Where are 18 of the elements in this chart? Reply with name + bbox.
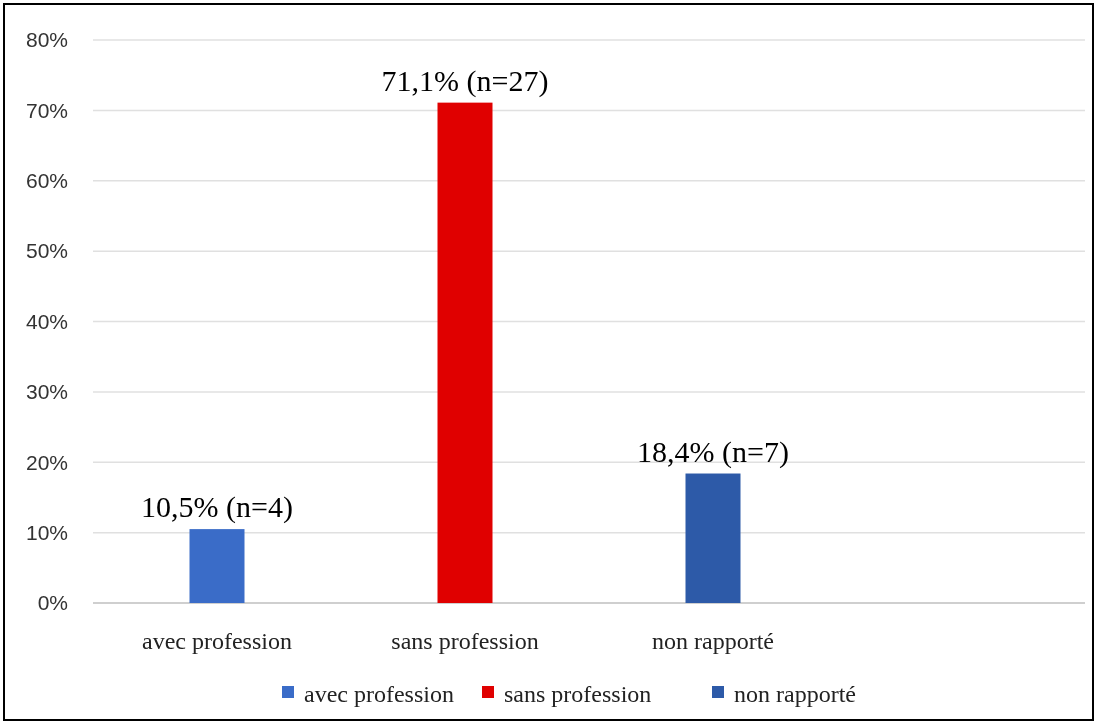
- x-tick-label: non rapporté: [652, 628, 774, 654]
- y-tick-label: 20%: [25, 450, 68, 474]
- y-tick-label: 80%: [25, 28, 68, 52]
- y-tick-label: 30%: [25, 380, 68, 404]
- legend-label: sans profession: [504, 681, 652, 708]
- y-tick-label: 0%: [37, 591, 68, 615]
- x-tick-label: sans profession: [391, 628, 539, 654]
- data-label: 18,4% (n=7): [637, 434, 789, 469]
- data-label: 71,1% (n=27): [381, 63, 549, 98]
- y-tick-label: 60%: [25, 169, 68, 193]
- y-tick-label: 70%: [25, 98, 68, 122]
- legend-label: non rapporté: [734, 681, 856, 708]
- y-tick-label: 50%: [25, 239, 68, 263]
- legend-label: avec profession: [304, 681, 454, 708]
- y-tick-label: 40%: [25, 309, 68, 333]
- y-tick-label: 10%: [25, 520, 68, 544]
- data-label: 10,5% (n=4): [141, 490, 293, 525]
- x-tick-label: avec profession: [142, 628, 292, 654]
